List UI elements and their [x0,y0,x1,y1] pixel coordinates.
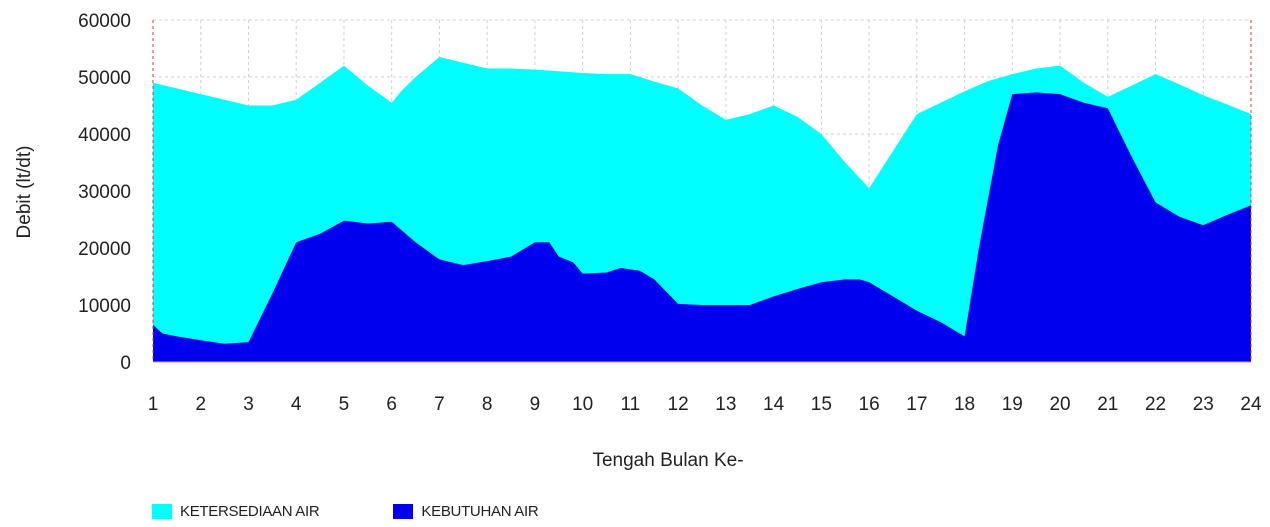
x-tick-label: 19 [1002,394,1023,415]
x-tick-label: 13 [715,394,736,415]
y-tick-label: 0 [120,353,131,374]
x-tick-label: 24 [1240,394,1262,415]
x-tick-label: 2 [195,394,206,415]
y-tick-label: 30000 [78,182,131,203]
x-tick-label: 17 [906,394,927,415]
x-tick-label: 18 [954,394,975,415]
x-tick-label: 5 [339,394,350,415]
x-tick-label: 16 [859,394,880,415]
y-tick-labels: 0 10000 20000 30000 40000 50000 60000 [78,11,131,374]
x-tick-label: 10 [572,394,593,415]
y-tick-label: 40000 [78,125,131,146]
x-tick-label: 21 [1097,394,1118,415]
x-tick-label: 4 [291,394,302,415]
x-tick-label: 6 [386,394,397,415]
x-tick-label: 23 [1193,394,1214,415]
legend-item-ketersediaan: KETERSEDIAAN AIR [152,503,320,520]
y-axis-title: Debit (lt/dt) [14,146,35,239]
legend-swatch-kebutuhan [393,504,414,519]
legend: KETERSEDIAAN AIR KEBUTUHAN AIR [152,503,539,520]
x-tick-label: 15 [811,394,832,415]
area-kebutuhan-air [153,92,1251,363]
x-tick-label: 1 [148,394,159,415]
series-areas [153,57,1251,363]
y-tick-label: 60000 [78,11,131,32]
legend-item-kebutuhan: KEBUTUHAN AIR [393,503,539,520]
axes [152,20,1252,363]
x-tick-labels: 1 2 3 4 5 6 7 8 9 10 11 12 13 14 15 16 17 18 19 20 21 22 23 24 [148,394,1262,415]
x-tick-label: 3 [243,394,254,415]
y-tick-label: 10000 [78,296,131,317]
legend-label-kebutuhan: KEBUTUHAN AIR [421,503,539,520]
legend-swatch-ketersediaan [152,504,172,519]
x-axis-title: Tengah Bulan Ke- [592,450,743,471]
x-tick-label: 8 [482,394,493,415]
x-tick-label: 11 [621,394,641,415]
y-tick-label: 20000 [78,239,131,260]
x-tick-label: 14 [763,394,785,415]
x-tick-label: 7 [434,394,445,415]
x-tick-label: 9 [530,394,541,415]
x-tick-label: 12 [668,394,689,415]
legend-label-ketersediaan: KETERSEDIAAN AIR [180,503,320,520]
x-tick-label: 20 [1049,394,1070,415]
y-tick-label: 50000 [78,68,131,89]
x-tick-label: 22 [1145,394,1166,415]
